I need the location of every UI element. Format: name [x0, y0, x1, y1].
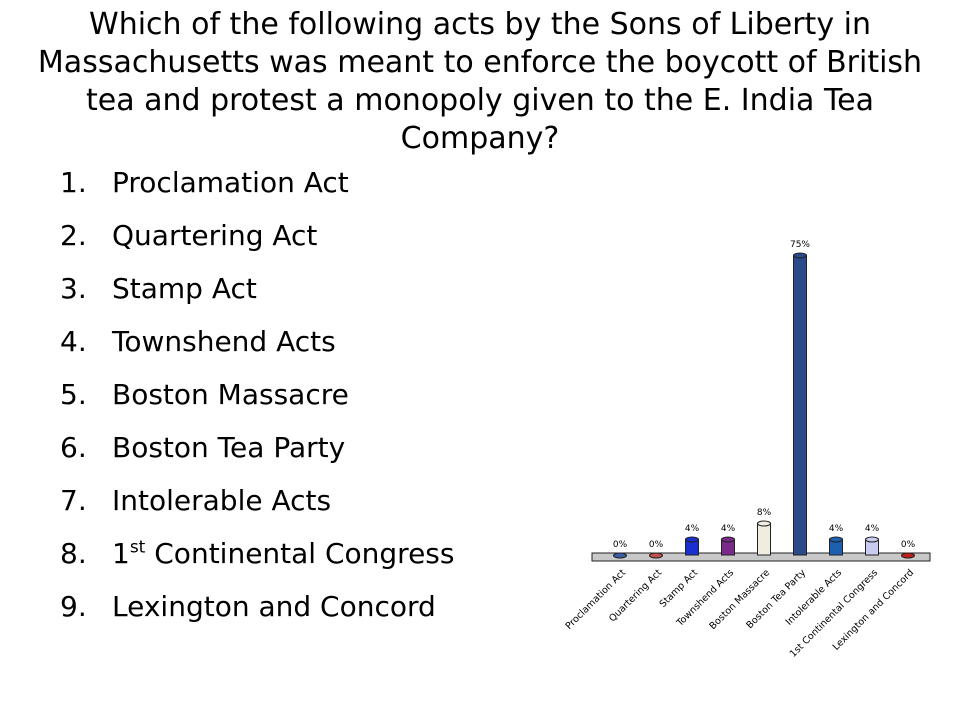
chart-bar-cap: [793, 252, 807, 259]
answer-item: 2. Quartering Act: [60, 219, 480, 253]
answer-text: Boston Tea Party: [112, 431, 346, 464]
answer-text: Stamp Act: [112, 272, 257, 305]
answer-number: 8.: [60, 537, 87, 570]
answer-item: 8. 1st Continental Congress: [60, 537, 480, 571]
chart-data-label: 4%: [721, 524, 736, 534]
answer-item: 7. Intolerable Acts: [60, 484, 480, 518]
answer-number: 9.: [60, 590, 87, 623]
chart-data-label: 4%: [685, 524, 700, 534]
chart-bar-cap: [685, 536, 699, 543]
answer-text-pre: 1: [112, 537, 130, 570]
chart-category-label: Proclamation Act: [564, 567, 629, 632]
chart-data-label: 0%: [649, 540, 664, 550]
answer-item: 6. Boston Tea Party: [60, 431, 480, 465]
chart-bar-zero: [613, 552, 627, 559]
answer-list: 1. Proclamation Act 2. Quartering Act 3. St…: [60, 166, 480, 643]
chart-bar-cap: [757, 520, 771, 527]
chart-bar-zero: [649, 552, 663, 559]
chart-data-label: 75%: [790, 240, 810, 250]
answer-number: 1.: [60, 166, 87, 199]
answer-item: 5. Boston Massacre: [60, 378, 480, 412]
chart-bar: [793, 254, 807, 556]
answer-number: 7.: [60, 484, 87, 517]
chart-data-label: 0%: [613, 540, 628, 550]
answer-text: Townshend Acts: [112, 325, 336, 358]
answer-text: Intolerable Acts: [112, 484, 332, 517]
answer-number: 4.: [60, 325, 87, 358]
answer-text-sup: st: [129, 537, 146, 558]
chart-bar-cap: [829, 536, 843, 543]
question-title: Which of the following acts by the Sons …: [37, 7, 923, 156]
answer-text: Lexington and Concord: [112, 590, 436, 623]
chart-category-label: Boston Massacre: [708, 567, 773, 632]
chart-data-label: 4%: [865, 524, 880, 534]
chart-data-label: 8%: [757, 508, 772, 518]
chart-bar-zero: [901, 552, 915, 559]
answer-item: 1. Proclamation Act: [60, 166, 480, 200]
answer-text: Quartering Act: [112, 219, 318, 252]
chart-bar-cap: [721, 536, 735, 543]
answer-item: 4. Townshend Acts: [60, 325, 480, 359]
answer-item: 3. Stamp Act: [60, 272, 480, 306]
chart-bar-cap: [865, 536, 879, 543]
answer-number: 2.: [60, 219, 87, 252]
chart-data-label: 4%: [829, 524, 844, 534]
answer-number: 6.: [60, 431, 87, 464]
answer-item: 9. Lexington and Concord: [60, 590, 480, 624]
answer-text: 1st Continental Congress: [112, 537, 480, 571]
chart-data-label: 0%: [901, 540, 916, 550]
answer-number: 3.: [60, 272, 87, 305]
answer-number: 5.: [60, 378, 87, 411]
chart-bar: [757, 522, 771, 556]
answer-text-post: Continental Congress: [145, 537, 455, 570]
answer-text: Boston Massacre: [112, 378, 349, 411]
answer-text: Proclamation Act: [112, 166, 349, 199]
